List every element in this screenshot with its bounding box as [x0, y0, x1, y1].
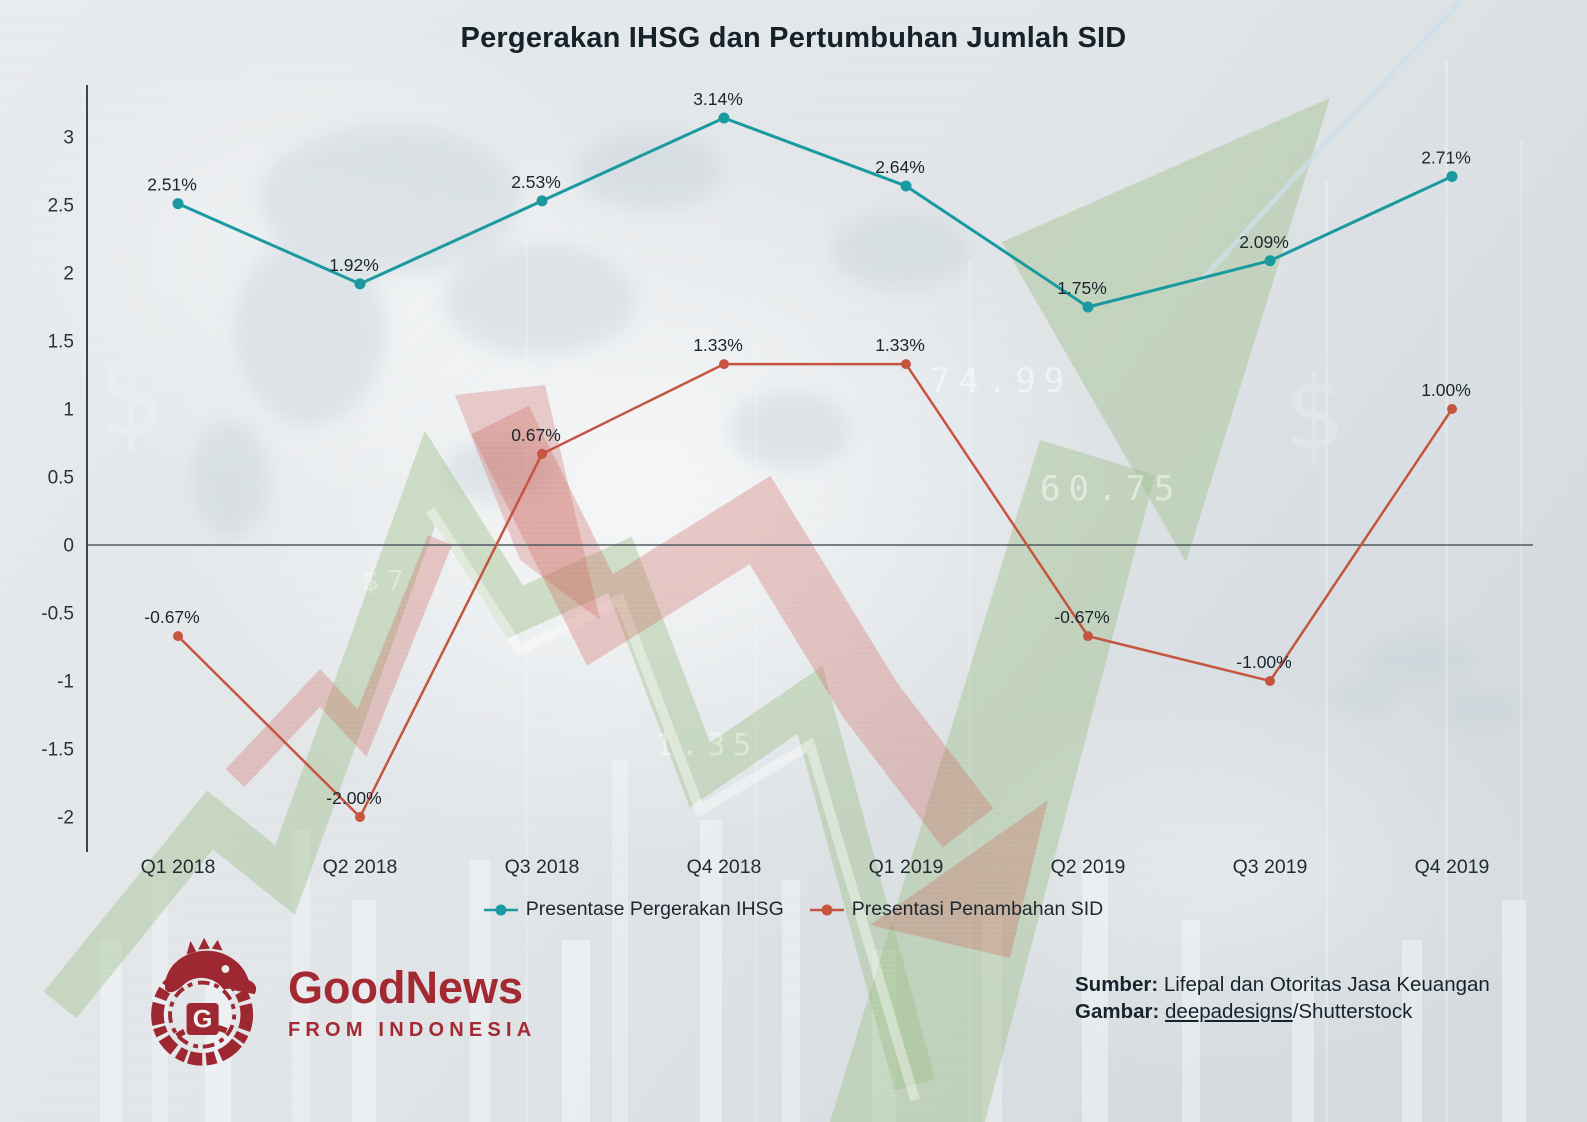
sid-point	[173, 631, 183, 642]
ihsg-value-label: 2.09%	[1239, 232, 1289, 252]
image-credit-line: Gambar: deepadesigns/Shutterstock	[1075, 998, 1490, 1025]
ihsg-value-label: 3.14%	[693, 89, 743, 109]
ticker-num-1: 74.99	[930, 361, 1072, 401]
ihsg-point	[1264, 255, 1276, 267]
y-tick-label: -0.5	[41, 604, 74, 625]
ihsg-point	[354, 278, 366, 290]
chart-title: Pergerakan IHSG dan Pertumbuhan Jumlah S…	[460, 22, 1127, 54]
logo-text-block: GoodNews FROM INDONESIA	[288, 965, 536, 1042]
sid-value-label: -0.67%	[144, 607, 199, 627]
y-tick-label: -1	[57, 672, 74, 693]
garuda-emblem-icon: G	[151, 937, 257, 1066]
y-tick-label: 2.5	[48, 196, 74, 217]
gambar-credit-link[interactable]: deepadesigns	[1165, 1000, 1293, 1023]
x-axis-label: Q2 2019	[1051, 856, 1126, 878]
legend-item-ihsg: Presentase Pergerakan IHSG	[483, 898, 784, 921]
chart-legend: Presentase Pergerakan IHSG Presentasi Pen…	[0, 898, 1587, 921]
sid-point	[537, 448, 547, 459]
legend-item-sid: Presentasi Penambahan SID	[809, 898, 1104, 921]
x-axis-label: Q1 2019	[869, 856, 944, 878]
ihsg-value-label: 1.92%	[329, 255, 379, 275]
ihsg-value-label: 1.75%	[1057, 278, 1107, 298]
sid-value-label: 0.67%	[511, 425, 561, 445]
y-tick-label: -1.5	[41, 740, 74, 761]
legend-marker-icon	[809, 904, 844, 915]
sid-value-label: -2.00%	[326, 788, 381, 808]
x-axis-label: Q4 2018	[687, 856, 762, 878]
ihsg-value-label: 2.71%	[1421, 147, 1471, 167]
legend-label: Presentasi Penambahan SID	[851, 898, 1104, 920]
ihsg-point	[1446, 170, 1458, 182]
ticker-num-4: $7	[362, 564, 412, 597]
sid-point	[1447, 404, 1457, 414]
background-trend-line	[1198, 0, 1464, 284]
sid-value-label: 1.33%	[875, 335, 925, 355]
sumber-text: Lifepal dan Otoritas Jasa Keuangan	[1158, 973, 1490, 996]
y-tick-label: 1.5	[48, 332, 74, 353]
ihsg-value-label: 2.53%	[511, 172, 561, 192]
sid-line	[177, 362, 1454, 820]
red-down-arrow-watermark	[225, 385, 1048, 958]
gnfi-logo: G GoodNews FROM INDONESIA	[138, 932, 536, 1074]
dollar-right-glyph: $	[1283, 355, 1343, 472]
ihsg-point	[1082, 301, 1094, 313]
source-line: Sumber: Lifepal dan Otoritas Jasa Keuang…	[1075, 971, 1490, 998]
ihsg-point	[536, 195, 548, 207]
x-axis-label: Q3 2019	[1233, 856, 1308, 878]
ticker-glyphs: $ $ 74.99 60.75 1.35 $7	[95, 329, 1343, 763]
green-up-arrow-watermark	[43, 98, 1330, 1122]
sid-value-label: 1.00%	[1421, 380, 1471, 400]
ticker-num-2: 60.75	[1040, 469, 1182, 509]
y-tick-label: 0	[63, 536, 74, 557]
ihsg-line	[177, 116, 1453, 309]
ihsg-value-label: 2.64%	[875, 157, 925, 177]
y-tick-label: 0.5	[48, 468, 74, 489]
x-axis-label: Q3 2018	[505, 856, 580, 878]
sid-value-label: -0.67%	[1054, 607, 1109, 627]
gambar-label: Gambar:	[1075, 1000, 1160, 1023]
gambar-suffix: /Shutterstock	[1292, 1000, 1413, 1023]
sid-point	[1083, 631, 1093, 642]
logo-wordmark: GoodNews	[288, 961, 524, 1013]
y-tick-label: -2	[57, 808, 74, 829]
sid-point	[1265, 676, 1275, 686]
bar-silhouettes	[100, 60, 1526, 1122]
logo-monogram: G	[193, 1005, 213, 1033]
sid-value-label: -1.00%	[1236, 652, 1291, 672]
y-tick-label: 1	[63, 400, 74, 421]
source-credit: Sumber: Lifepal dan Otoritas Jasa Keuang…	[1075, 971, 1490, 1025]
sid-point	[901, 359, 911, 370]
world-map-watermark	[190, 125, 1520, 726]
sid-point	[355, 812, 365, 822]
x-axis-label: Q2 2018	[323, 856, 398, 878]
y-tick-label: 3	[63, 128, 74, 149]
dollar-left-glyph: $	[95, 329, 164, 463]
y-tick-label: 2	[63, 264, 74, 285]
sid-value-label: 1.33%	[693, 335, 743, 355]
ihsg-point	[172, 198, 184, 210]
ticker-num-3: 1.35	[655, 728, 759, 763]
x-axis-label: Q1 2018	[141, 856, 216, 878]
ihsg-point	[900, 180, 912, 192]
background-glow-3	[900, 660, 1560, 1080]
ihsg-point	[718, 112, 730, 124]
sumber-label: Sumber:	[1075, 973, 1159, 996]
ihsg-value-label: 2.51%	[147, 175, 197, 195]
legend-marker-icon	[483, 904, 518, 915]
x-axis-label: Q4 2019	[1415, 856, 1490, 878]
logo-tagline: FROM INDONESIA	[288, 1018, 537, 1041]
legend-label: Presentase Pergerakan IHSG	[525, 898, 784, 920]
sid-point	[719, 359, 729, 370]
